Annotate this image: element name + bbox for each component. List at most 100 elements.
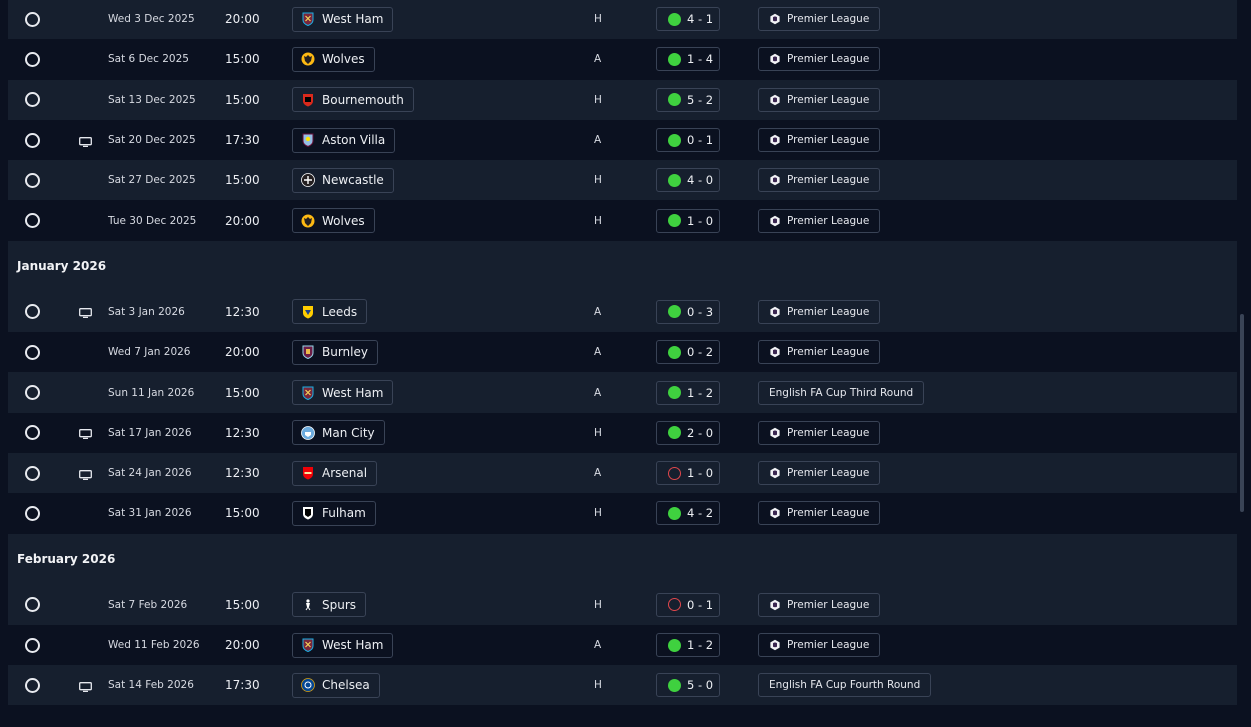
fixture-row[interactable]: Wed 11 Feb 2026 20:00 West Ham A 1 - 2 Premie… [8, 624, 1237, 666]
competition-button[interactable]: Premier League [758, 340, 881, 365]
fixture-row[interactable]: Sat 17 Jan 2026 12:30 Man City H 2 - 0 Premie… [8, 412, 1237, 453]
fixture-row[interactable]: Sun 11 Jan 2026 15:00 West Ham A 1 - 2 Englis… [8, 372, 1237, 413]
result-button[interactable]: 2 - 0 [656, 420, 720, 445]
opponent-button[interactable]: Wolves [292, 208, 375, 234]
competition-button[interactable]: Premier League [758, 47, 881, 72]
fixture-row[interactable]: Sat 27 Dec 2025 15:00 Newcastle H 4 - 0 Premi… [8, 160, 1237, 201]
opponent-name: Aston Villa [322, 133, 386, 148]
opponent-button[interactable]: West Ham [292, 380, 394, 406]
result-button[interactable]: 1 - 2 [656, 633, 720, 657]
result-button[interactable]: 4 - 2 [656, 501, 720, 526]
fixture-row[interactable]: Sat 7 Feb 2026 15:00 Spurs H 0 - 1 Premier Le… [8, 584, 1237, 625]
select-radio[interactable] [25, 597, 40, 613]
opponent-button[interactable]: Newcastle [292, 167, 394, 193]
select-radio[interactable] [25, 213, 40, 229]
select-radio[interactable] [25, 132, 40, 148]
premier-league-icon [769, 346, 781, 358]
score: 0 - 2 [687, 345, 714, 360]
opponent-button[interactable]: West Ham [292, 6, 394, 32]
result-button[interactable]: 1 - 2 [656, 380, 720, 405]
fixture-time: 17:30 [225, 678, 260, 693]
scroll-track [1237, 0, 1251, 727]
opponent-button[interactable]: Burnley [292, 339, 378, 365]
select-radio[interactable] [25, 11, 40, 27]
premier-league-icon [769, 53, 781, 65]
fixture-row[interactable]: Sat 13 Dec 2025 15:00 Bournemouth H 5 - 2 Pre… [8, 79, 1237, 120]
result-button[interactable]: 1 - 4 [656, 47, 720, 72]
fixture-row[interactable]: Wed 3 Dec 2025 20:00 West Ham H 4 - 1 Premier… [8, 0, 1237, 40]
competition-button[interactable]: Premier League [758, 633, 881, 657]
opponent-button[interactable]: Bournemouth [292, 87, 414, 113]
select-radio[interactable] [25, 385, 40, 401]
fixture-row[interactable]: Wed 7 Jan 2026 20:00 Burnley A 0 - 2 Premier … [8, 332, 1237, 373]
competition-button[interactable]: Premier League [758, 501, 881, 526]
competition-name: Premier League [787, 305, 870, 318]
fixture-row[interactable]: Sat 6 Dec 2025 15:00 Wolves A 1 - 4 Premier L… [8, 39, 1237, 80]
premier-league-icon [769, 507, 781, 519]
select-radio[interactable] [25, 304, 40, 320]
select-radio[interactable] [25, 465, 40, 481]
competition-name: Premier League [787, 639, 870, 651]
competition-name: Premier League [787, 346, 870, 359]
competition-button[interactable]: Premier League [758, 592, 881, 617]
venue-label: H [594, 13, 602, 26]
result-button[interactable]: 5 - 0 [656, 673, 720, 698]
select-radio[interactable] [25, 637, 40, 653]
competition-button[interactable]: Premier League [758, 208, 881, 233]
select-radio[interactable] [25, 425, 40, 441]
select-radio[interactable] [25, 51, 40, 67]
competition-button[interactable]: Premier League [758, 299, 881, 324]
scrollbar-thumb[interactable] [1240, 314, 1244, 512]
premier-league-icon [769, 599, 781, 611]
result-button[interactable]: 1 - 0 [656, 208, 720, 233]
fixture-date: Sat 6 Dec 2025 [108, 53, 189, 66]
opponent-name: West Ham [322, 12, 384, 27]
select-radio[interactable] [25, 172, 40, 188]
opponent-button[interactable]: Wolves [292, 46, 375, 72]
result-button[interactable]: 4 - 1 [656, 7, 720, 32]
fixture-date: Sat 24 Jan 2026 [108, 467, 192, 480]
select-radio[interactable] [25, 505, 40, 521]
competition-button[interactable]: Premier League [758, 420, 881, 445]
fixture-row[interactable]: Tue 30 Dec 2025 20:00 Wolves H 1 - 0 Premier … [8, 200, 1237, 241]
fixture-row[interactable]: Sat 31 Jan 2026 15:00 Fulham H 4 - 2 Premier … [8, 493, 1237, 534]
result-button[interactable]: 0 - 2 [656, 340, 720, 365]
west-ham-crest-icon [301, 386, 315, 400]
result-button[interactable]: 0 - 3 [656, 299, 720, 324]
fixture-row[interactable]: Sat 20 Dec 2025 17:30 Aston Villa A 0 - 1 Pre… [8, 119, 1237, 161]
result-button[interactable]: 0 - 1 [656, 128, 720, 153]
fixture-row[interactable]: Sat 24 Jan 2026 12:30 Arsenal A 1 - 0 Premier… [8, 452, 1237, 494]
competition-button[interactable]: Premier League [758, 87, 881, 112]
select-radio[interactable] [25, 344, 40, 360]
opponent-button[interactable]: Aston Villa [292, 127, 396, 153]
win-dot-icon [668, 506, 681, 520]
opponent-name: Chelsea [322, 678, 370, 693]
competition-button[interactable]: English FA Cup Third Round [758, 380, 925, 405]
result-button[interactable]: 5 - 2 [656, 87, 720, 112]
win-dot-icon [668, 52, 681, 66]
month-header: January 2026 [8, 240, 1237, 292]
competition-button[interactable]: Premier League [758, 461, 881, 486]
select-radio[interactable] [25, 92, 40, 108]
result-button[interactable]: 0 - 1 [656, 592, 720, 617]
opponent-button[interactable]: Arsenal [292, 460, 378, 486]
result-button[interactable]: 1 - 0 [656, 461, 720, 486]
competition-button[interactable]: Premier League [758, 7, 881, 32]
competition-button[interactable]: Premier League [758, 168, 881, 193]
competition-button[interactable]: English FA Cup Fourth Round [758, 673, 932, 698]
arsenal-crest-icon [301, 466, 315, 480]
competition-button[interactable]: Premier League [758, 128, 881, 153]
competition-name: English FA Cup Fourth Round [769, 679, 921, 692]
result-button[interactable]: 4 - 0 [656, 168, 720, 193]
venue-label: A [594, 134, 602, 147]
month-header: February 2026 [8, 533, 1237, 585]
opponent-button[interactable]: Leeds [292, 299, 368, 325]
opponent-button[interactable]: West Ham [292, 632, 394, 658]
select-radio[interactable] [25, 677, 40, 693]
opponent-button[interactable]: Fulham [292, 500, 376, 526]
fixture-row[interactable]: Sat 3 Jan 2026 12:30 Leeds A 0 - 3 Premier Le… [8, 291, 1237, 333]
opponent-button[interactable]: Chelsea [292, 672, 380, 698]
opponent-button[interactable]: Spurs [292, 592, 367, 618]
opponent-button[interactable]: Man City [292, 420, 385, 446]
fixture-row[interactable]: Sat 14 Feb 2026 17:30 Chelsea H 5 - 0 English… [8, 665, 1237, 706]
